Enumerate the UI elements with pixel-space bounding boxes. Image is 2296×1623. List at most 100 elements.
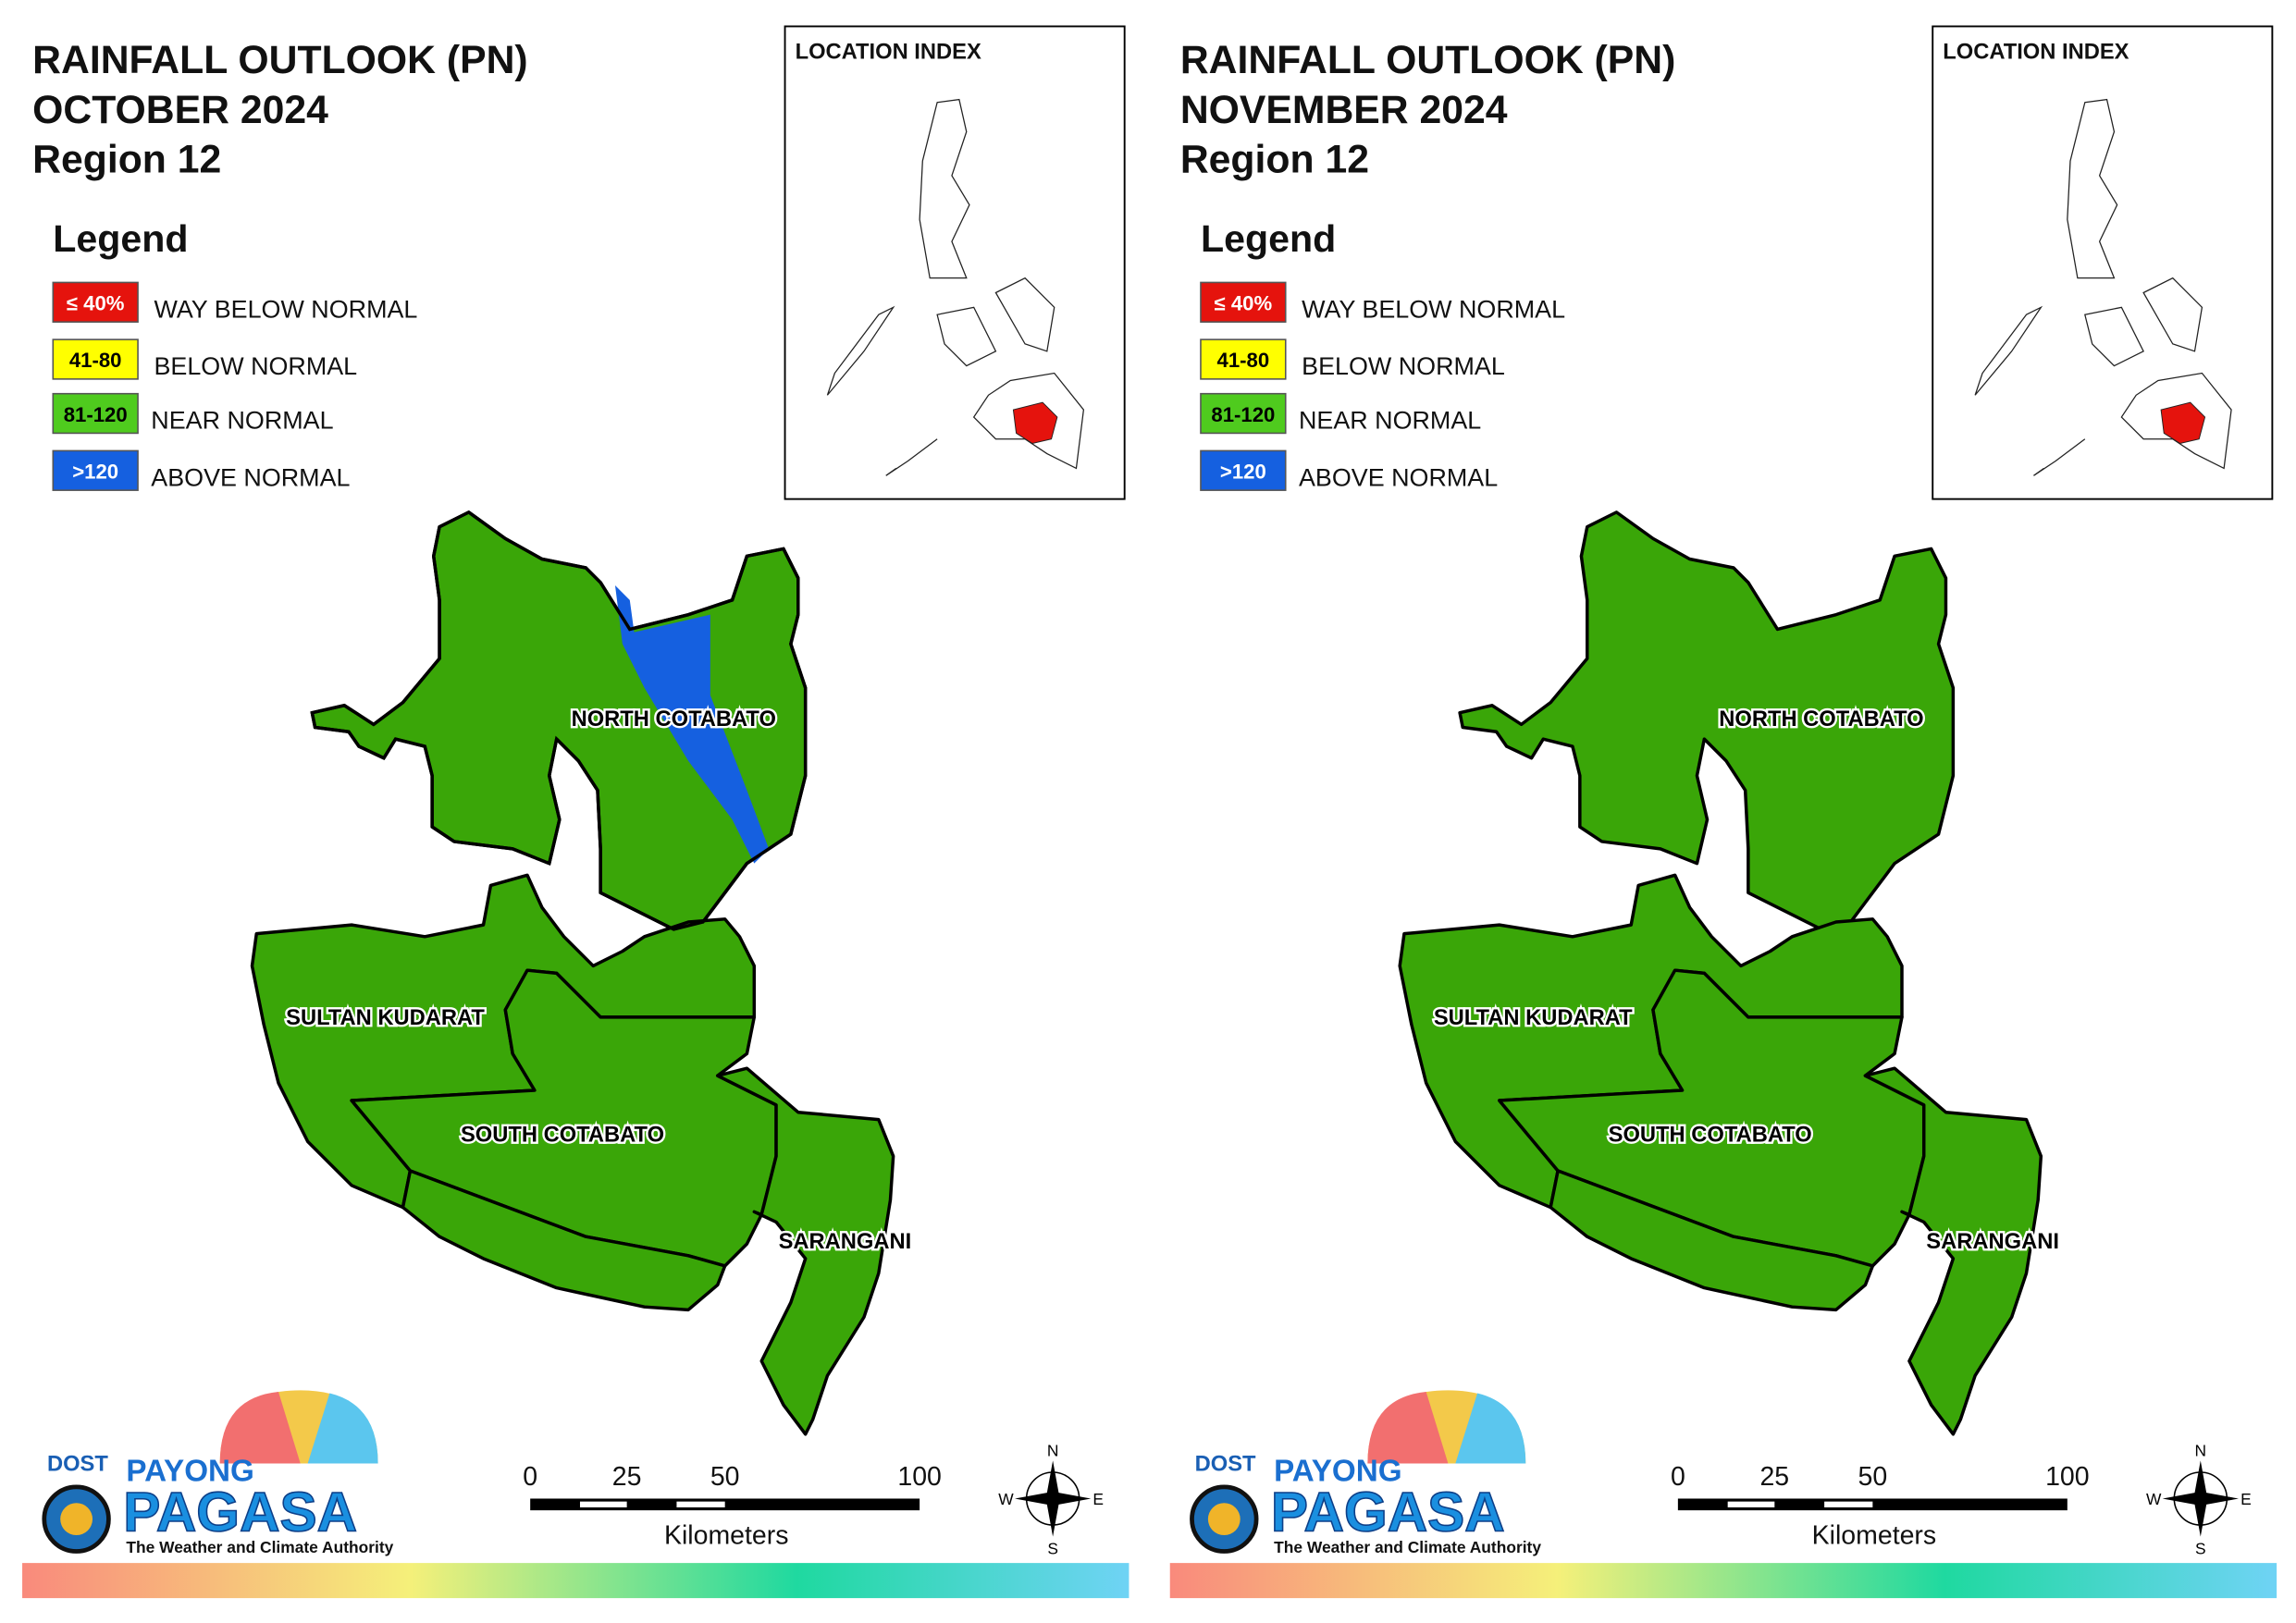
province-label: SARANGANI: [1926, 1230, 2059, 1254]
index-island: [2084, 306, 2144, 367]
index-island: [2142, 277, 2203, 352]
legend-text: ABOVE NORMAL: [151, 463, 350, 491]
index-region: [2160, 401, 2206, 445]
scale-unit: Kilometers: [1812, 1521, 1936, 1551]
compass-letter: W: [2146, 1490, 2162, 1508]
logo-dost: DOST: [47, 1452, 108, 1476]
legend-text: NEAR NORMAL: [1299, 407, 1481, 435]
logo-tagline: The Weather and Climate Authority: [126, 1538, 393, 1556]
province-outline: [310, 510, 808, 931]
compass-star: [1014, 1460, 1092, 1537]
logo-payong: PAYONG: [126, 1454, 253, 1488]
scale-label: 25: [612, 1462, 642, 1492]
index-island: [826, 305, 895, 396]
compass-letter: S: [1047, 1540, 1058, 1558]
province-shape: [1863, 1066, 2043, 1436]
legend-swatch: [52, 449, 139, 491]
province-shape: [1498, 968, 1926, 1268]
legend-title: Legend: [53, 217, 188, 260]
logo-umbrella-left: [219, 1391, 301, 1464]
legend-label: ≤ 40%: [67, 291, 125, 314]
legend-label: 41-80: [1217, 349, 1270, 372]
province-label: SOUTH COTABATO: [461, 1123, 664, 1147]
scale-label: 0: [1671, 1462, 1685, 1492]
scale-label: 0: [523, 1462, 537, 1492]
logo-payong: PAYONG: [1274, 1454, 1401, 1488]
legend-label: >120: [72, 460, 118, 483]
logo-tagline: The Weather and Climate Authority: [1274, 1538, 1541, 1556]
compass-letter: E: [2240, 1490, 2252, 1508]
logo-umbrella-left: [1367, 1391, 1449, 1464]
panel: RAINFALL OUTLOOK (PN) NOVEMBER 2024 Region…: [1169, 25, 2277, 1599]
index-island: [919, 98, 970, 279]
legend-label: 41-80: [69, 349, 122, 372]
province-shape: [401, 1169, 727, 1312]
compass-star: [2162, 1460, 2239, 1537]
compass-letter: W: [998, 1490, 1014, 1508]
legend-text: BELOW NORMAL: [1302, 352, 1505, 380]
legend-swatch: [52, 392, 139, 435]
scale-label: 100: [897, 1462, 942, 1492]
title-line: RAINFALL OUTLOOK (PN): [1180, 38, 1676, 82]
scale-label: 100: [2045, 1462, 2090, 1492]
index-island: [885, 438, 938, 476]
color-band: [1169, 1563, 2277, 1599]
index-island: [2067, 98, 2118, 279]
logo-dost: DOST: [1195, 1452, 1256, 1476]
title-line: RAINFALL OUTLOOK (PN): [32, 38, 528, 82]
legend-label: 81-120: [64, 403, 128, 426]
logo-pagasa: PAGASA: [123, 1481, 357, 1543]
scale-label: 50: [710, 1462, 740, 1492]
above-normal-area: [614, 585, 770, 864]
index-island: [2033, 438, 2086, 476]
index-region: [1012, 401, 1058, 445]
legend-text: WAY BELOW NORMAL: [154, 295, 417, 323]
legend-title: Legend: [1201, 217, 1336, 260]
logo-seal-inner: [60, 1503, 93, 1536]
index-island: [994, 277, 1055, 352]
index-island: [1974, 305, 2043, 396]
legend-swatch: [1200, 338, 1287, 380]
legend-label: >120: [1220, 460, 1266, 483]
legend-text: WAY BELOW NORMAL: [1302, 295, 1565, 323]
compass-letter: E: [1092, 1490, 1104, 1508]
legend-text: NEAR NORMAL: [151, 407, 333, 435]
province-shape: [350, 968, 778, 1268]
title-line: OCTOBER 2024: [32, 88, 328, 132]
province-shape: [1458, 510, 1956, 931]
legend-text: BELOW NORMAL: [154, 352, 357, 380]
index-island: [936, 306, 997, 367]
index-title: LOCATION INDEX: [1943, 40, 2129, 64]
logo-pagasa: PAGASA: [1271, 1481, 1505, 1543]
province-shape: [716, 1066, 895, 1436]
title-line: NOVEMBER 2024: [1180, 88, 1508, 132]
legend-swatch: [1200, 449, 1287, 491]
index-title: LOCATION INDEX: [796, 40, 981, 64]
province-label: SOUTH COTABATO: [1609, 1123, 1812, 1147]
province-label: SULTAN KUDARAT: [1434, 1006, 1633, 1030]
compass-letter: S: [2195, 1540, 2206, 1558]
scale-segment: [1824, 1501, 1873, 1507]
scale-label: 50: [1858, 1462, 1888, 1492]
panel: RAINFALL OUTLOOK (PN) OCTOBER 2024 Region …: [22, 25, 1129, 1599]
province-label: NORTH COTABATO: [1719, 707, 1923, 732]
logo-seal-inner: [1207, 1503, 1241, 1536]
compass-letter: N: [2195, 1442, 2207, 1460]
color-band: [22, 1563, 1129, 1599]
province-label: SARANGANI: [779, 1230, 912, 1254]
scale-segment: [1727, 1501, 1775, 1507]
legend-label: 81-120: [1211, 403, 1275, 426]
legend-text: ABOVE NORMAL: [1299, 463, 1498, 491]
scale-unit: Kilometers: [664, 1521, 788, 1551]
legend-swatch: [52, 338, 139, 380]
compass-letter: N: [1047, 1442, 1059, 1460]
province-shape: [1549, 1169, 1875, 1312]
legend-swatch: [52, 281, 139, 323]
scale-segment: [676, 1501, 725, 1507]
scale-label: 25: [1759, 1462, 1789, 1492]
legend-label: ≤ 40%: [1215, 291, 1273, 314]
legend-swatch: [1200, 392, 1287, 435]
title-line: Region 12: [32, 138, 221, 182]
